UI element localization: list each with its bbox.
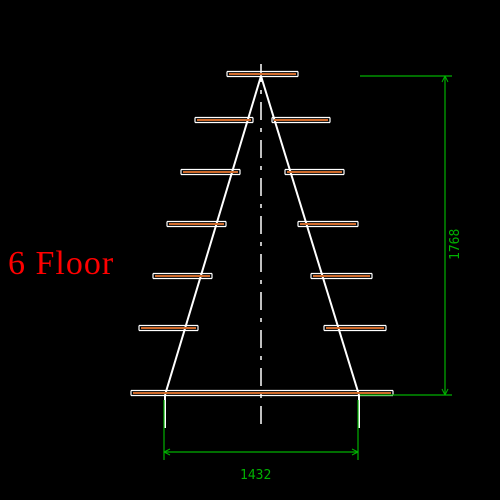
floor-count-title: 6 Floor: [8, 245, 114, 283]
dimension-height-label: 1768: [448, 229, 463, 260]
diagram-stage: 6 Floor 1432 1768: [0, 0, 500, 500]
dimension-width-label: 1432: [240, 468, 271, 483]
